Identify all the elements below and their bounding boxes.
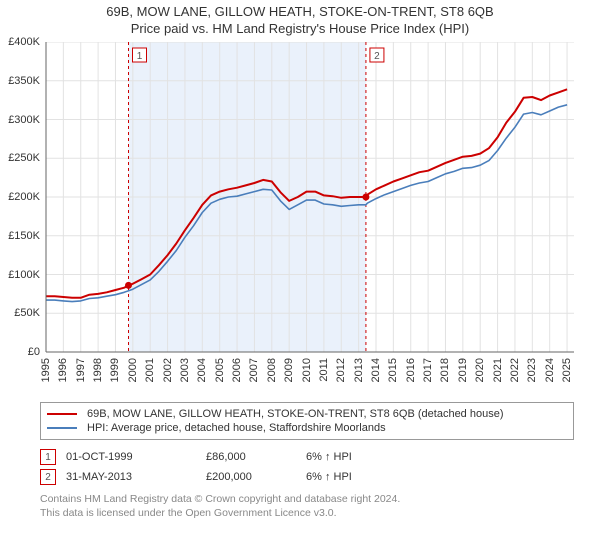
x-tick-label: 2025 bbox=[561, 358, 573, 382]
x-tick-label: 2009 bbox=[283, 358, 295, 382]
event-price: £86,000 bbox=[206, 451, 306, 463]
x-tick-label: 2022 bbox=[509, 358, 521, 382]
x-tick-label: 1999 bbox=[109, 358, 121, 382]
x-tick-label: 2015 bbox=[387, 358, 399, 382]
x-tick-label: 2005 bbox=[214, 358, 226, 382]
x-tick-label: 1996 bbox=[57, 358, 69, 382]
x-tick-label: 2024 bbox=[544, 358, 556, 382]
event-point bbox=[362, 194, 369, 201]
event-number-box: 2 bbox=[40, 469, 56, 485]
y-tick-label: £150K bbox=[8, 230, 40, 242]
y-tick-label: £350K bbox=[8, 75, 40, 87]
x-tick-label: 2000 bbox=[127, 358, 139, 382]
footer-line-2: This data is licensed under the Open Gov… bbox=[40, 507, 574, 521]
x-tick-label: 2023 bbox=[526, 358, 538, 382]
x-tick-label: 2021 bbox=[492, 358, 504, 382]
event-date: 31-MAY-2013 bbox=[66, 471, 206, 483]
x-tick-label: 2012 bbox=[335, 358, 347, 382]
event-point bbox=[125, 282, 132, 289]
x-tick-label: 2020 bbox=[474, 358, 486, 382]
event-row: 2 31-MAY-2013£200,0006% ↑ HPI bbox=[40, 467, 574, 487]
x-tick-label: 2013 bbox=[353, 358, 365, 382]
event-label-text: 2 bbox=[374, 51, 380, 62]
x-tick-label: 2017 bbox=[422, 358, 434, 382]
y-tick-labels: £0£50K£100K£150K£200K£250K£300K£350K£400… bbox=[0, 42, 42, 352]
x-tick-label: 2014 bbox=[370, 358, 382, 382]
chart: 12£0£50K£100K£150K£200K£250K£300K£350K£4… bbox=[0, 42, 600, 396]
legend-label: 69B, MOW LANE, GILLOW HEATH, STOKE-ON-TR… bbox=[87, 408, 504, 420]
x-tick-label: 1997 bbox=[75, 358, 87, 382]
x-tick-label: 2018 bbox=[439, 358, 451, 382]
x-tick-label: 2001 bbox=[144, 358, 156, 382]
events-table: 1 01-OCT-1999£86,0006% ↑ HPI 2 31-MAY-2013£… bbox=[40, 444, 574, 487]
x-tick-label: 2004 bbox=[196, 358, 208, 382]
legend-item: HPI: Average price, detached house, Staf… bbox=[47, 421, 567, 435]
y-tick-label: £400K bbox=[8, 36, 40, 48]
root: 69B, MOW LANE, GILLOW HEATH, STOKE-ON-TR… bbox=[0, 0, 600, 520]
y-tick-label: £100K bbox=[8, 269, 40, 281]
legend: 69B, MOW LANE, GILLOW HEATH, STOKE-ON-TR… bbox=[40, 402, 574, 440]
event-price: £200,000 bbox=[206, 471, 306, 483]
x-tick-label: 1995 bbox=[40, 358, 52, 382]
event-change: 6% ↑ HPI bbox=[306, 451, 426, 463]
x-tick-label: 2016 bbox=[405, 358, 417, 382]
footer: Contains HM Land Registry data © Crown c… bbox=[40, 493, 574, 520]
y-tick-label: £300K bbox=[8, 114, 40, 126]
y-tick-label: £0 bbox=[28, 346, 40, 358]
x-tick-label: 2010 bbox=[301, 358, 313, 382]
legend-item: 69B, MOW LANE, GILLOW HEATH, STOKE-ON-TR… bbox=[47, 407, 567, 421]
titles: 69B, MOW LANE, GILLOW HEATH, STOKE-ON-TR… bbox=[0, 0, 600, 42]
x-tick-label: 2019 bbox=[457, 358, 469, 382]
x-tick-label: 2006 bbox=[231, 358, 243, 382]
legend-label: HPI: Average price, detached house, Staf… bbox=[87, 422, 386, 434]
x-tick-label: 2008 bbox=[266, 358, 278, 382]
event-row: 1 01-OCT-1999£86,0006% ↑ HPI bbox=[40, 447, 574, 467]
event-change: 6% ↑ HPI bbox=[306, 471, 426, 483]
footer-line-1: Contains HM Land Registry data © Crown c… bbox=[40, 493, 574, 507]
event-date: 01-OCT-1999 bbox=[66, 451, 206, 463]
event-label-text: 1 bbox=[137, 51, 143, 62]
y-tick-label: £50K bbox=[14, 307, 40, 319]
page-title: 69B, MOW LANE, GILLOW HEATH, STOKE-ON-TR… bbox=[0, 2, 600, 19]
y-tick-label: £250K bbox=[8, 152, 40, 164]
legend-swatch bbox=[47, 427, 77, 429]
y-tick-label: £200K bbox=[8, 191, 40, 203]
x-tick-label: 1998 bbox=[92, 358, 104, 382]
page-subtitle: Price paid vs. HM Land Registry's House … bbox=[0, 19, 600, 42]
event-number-box: 1 bbox=[40, 449, 56, 465]
x-tick-label: 2002 bbox=[162, 358, 174, 382]
x-tick-label: 2003 bbox=[179, 358, 191, 382]
legend-swatch bbox=[47, 413, 77, 415]
chart-svg: 12 bbox=[0, 42, 600, 396]
x-tick-label: 2007 bbox=[248, 358, 260, 382]
x-tick-label: 2011 bbox=[318, 358, 330, 382]
